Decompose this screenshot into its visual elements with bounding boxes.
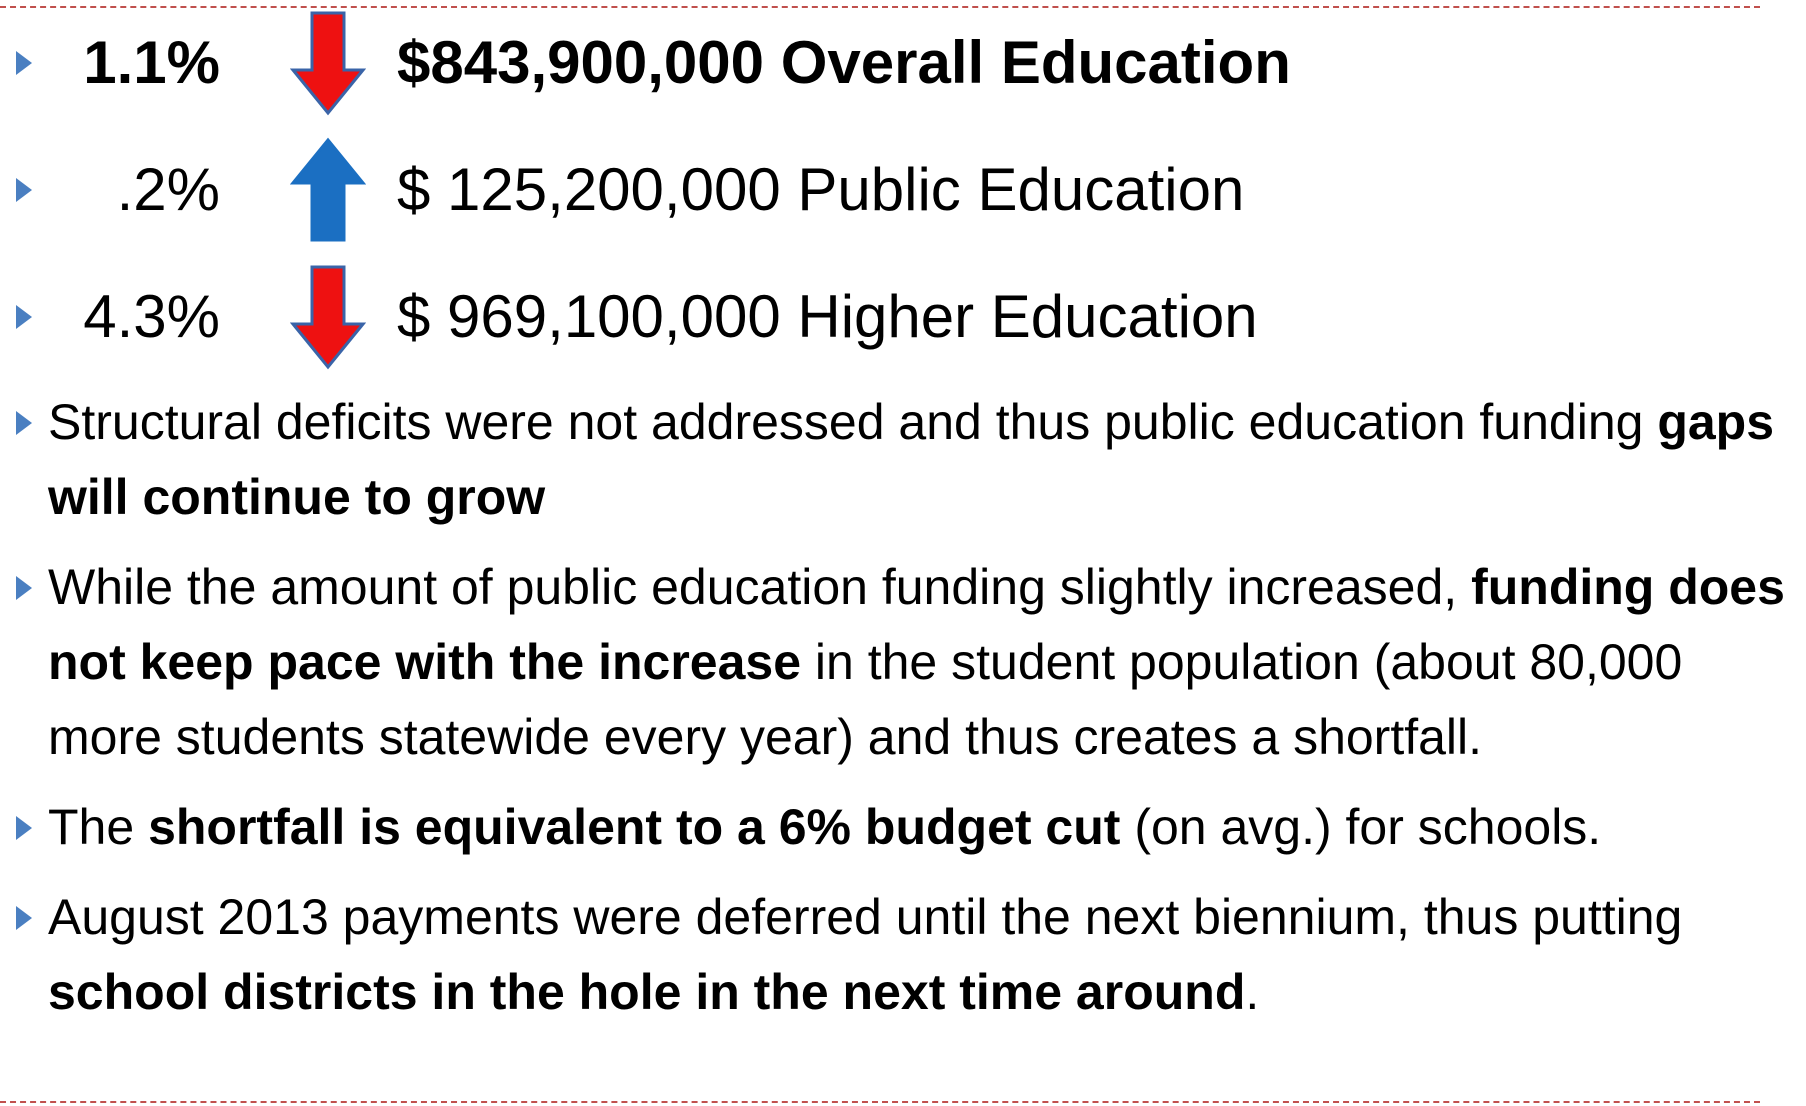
bullet-triangle xyxy=(16,305,32,329)
bullet-list: Structural deficits were not addressed a… xyxy=(0,385,1806,1045)
bullet-triangle xyxy=(16,51,32,75)
bullet-marker xyxy=(16,816,32,840)
bullet-marker xyxy=(16,305,32,329)
percent: 1.1% xyxy=(83,29,220,96)
amount: $843,900,000 Overall Education xyxy=(397,29,1291,96)
bullet-marker xyxy=(16,576,32,600)
bullet: August 2013 payments were deferred until… xyxy=(0,880,1806,1030)
bullet-text: . xyxy=(1245,964,1260,1020)
direction-arrow xyxy=(290,137,366,242)
percent: .2% xyxy=(116,156,220,223)
bullet: The shortfall is equivalent to a 6% budg… xyxy=(0,790,1806,865)
up-arrow xyxy=(290,137,366,242)
bullet-text: in the student population (about 80,000 … xyxy=(48,634,1683,765)
bullet-text: While the amount of public education fun… xyxy=(48,559,1472,615)
down-arrow xyxy=(290,265,366,370)
bullet-triangle xyxy=(16,906,32,930)
bullet: While the amount of public education fun… xyxy=(0,550,1806,775)
bullet-text: August 2013 payments were deferred until… xyxy=(48,889,1683,945)
bullet-text: school districts in the hole in the next… xyxy=(48,964,1246,1020)
change-row: 4.3% $ 969,100,000 Higher Education xyxy=(0,262,1806,372)
bullet-text: The xyxy=(48,799,149,855)
bullet-text: (on avg.) for schools. xyxy=(1120,799,1602,855)
direction-arrow xyxy=(290,11,366,116)
bullet-triangle xyxy=(16,411,32,435)
down-arrow xyxy=(290,11,366,116)
bottom-border xyxy=(0,1101,1760,1103)
amount: $ 969,100,000 Higher Education xyxy=(397,283,1258,350)
amount: $ 125,200,000 Public Education xyxy=(397,156,1245,223)
direction-arrow xyxy=(290,265,366,370)
top-border xyxy=(0,6,1760,8)
change-row: 1.1% $843,900,000 Overall Education xyxy=(0,8,1806,118)
bullet-triangle xyxy=(16,816,32,840)
bullet-text: shortfall is equivalent to a 6% budget c… xyxy=(148,799,1121,855)
bullet-marker xyxy=(16,178,32,202)
bullet-text: Structural deficits were not addressed a… xyxy=(48,394,1658,450)
bullet: Structural deficits were not addressed a… xyxy=(0,385,1806,535)
percent: 4.3% xyxy=(83,283,220,350)
bullet-marker xyxy=(16,906,32,930)
bullet-marker xyxy=(16,411,32,435)
bullet-text: funding does not keep pace with the incr… xyxy=(48,559,1785,690)
bullet-triangle xyxy=(16,576,32,600)
bullet-triangle xyxy=(16,178,32,202)
change-row: .2% $ 125,200,000 Public Education xyxy=(0,135,1806,245)
bullet-marker xyxy=(16,51,32,75)
bullet-text: gaps will continue to grow xyxy=(48,394,1775,525)
